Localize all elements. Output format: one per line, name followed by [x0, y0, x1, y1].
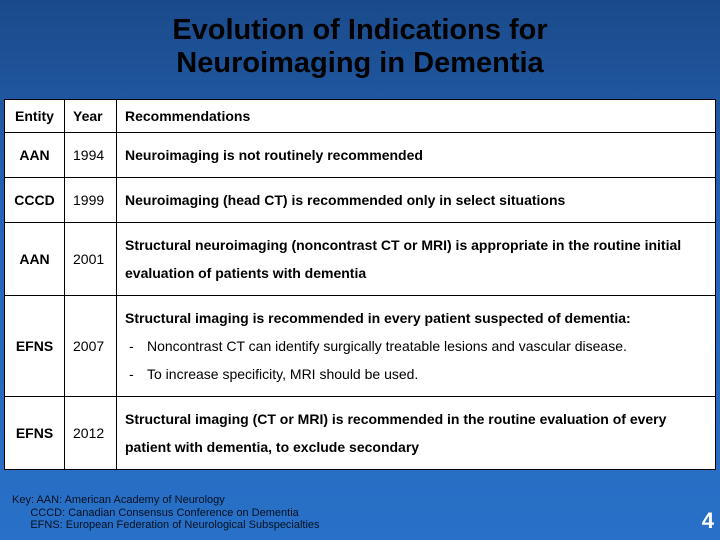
- cell-year: 1994: [65, 132, 117, 177]
- title-line-2: Neuroimaging in Dementia: [40, 47, 680, 80]
- recommendations-table: Entity Year Recommendations AAN1994 Neuro…: [4, 99, 716, 470]
- dash-icon: -: [129, 360, 147, 388]
- slide-title: Evolution of Indications for Neuroimagin…: [0, 0, 720, 99]
- cell-year: 2012: [65, 396, 117, 469]
- table-row: AAN2001Structural neuroimaging (noncontr…: [5, 222, 716, 295]
- page-number: 4: [702, 508, 714, 534]
- dash-icon: -: [129, 332, 147, 360]
- table-row: EFNS2007 Structural imaging is recommende…: [5, 295, 716, 396]
- table-container: Entity Year Recommendations AAN1994 Neuro…: [0, 99, 720, 470]
- table-row: EFNS2012Structural imaging (CT or MRI) i…: [5, 396, 716, 469]
- recommendation-lead: Structural neuroimaging (noncontrast CT …: [125, 231, 707, 287]
- table-header-row: Entity Year Recommendations: [5, 99, 716, 132]
- cell-recommendation: Structural imaging is recommended in eve…: [117, 295, 716, 396]
- th-entity: Entity: [5, 99, 65, 132]
- recommendation-bullet: -To increase specificity, MRI should be …: [129, 360, 707, 388]
- table-row: CCCD1999 Neuroimaging (head CT) is recomm…: [5, 177, 716, 222]
- cell-year: 1999: [65, 177, 117, 222]
- table-body: AAN1994 Neuroimaging is not routinely rec…: [5, 132, 716, 469]
- cell-year: 2007: [65, 295, 117, 396]
- bullet-text: Noncontrast CT can identify surgically t…: [147, 332, 707, 360]
- th-year: Year: [65, 99, 117, 132]
- recommendation-lead: Structural imaging is recommended in eve…: [125, 304, 707, 332]
- footer-line-2: CCCD: Canadian Consensus Conference on D…: [12, 507, 320, 520]
- recommendation-lead: Neuroimaging is not routinely recommende…: [125, 141, 707, 169]
- cell-year: 2001: [65, 222, 117, 295]
- footer-key: Key: AAN: American Academy of Neurology …: [12, 494, 320, 532]
- cell-entity: AAN: [5, 222, 65, 295]
- cell-entity: EFNS: [5, 396, 65, 469]
- th-recommendations: Recommendations: [117, 99, 716, 132]
- cell-recommendation: Neuroimaging is not routinely recommende…: [117, 132, 716, 177]
- cell-recommendation: Structural imaging (CT or MRI) is recomm…: [117, 396, 716, 469]
- cell-entity: CCCD: [5, 177, 65, 222]
- bullet-text: To increase specificity, MRI should be u…: [147, 360, 707, 388]
- title-line-1: Evolution of Indications for: [40, 14, 680, 47]
- cell-entity: EFNS: [5, 295, 65, 396]
- recommendation-lead: Neuroimaging (head CT) is recommended on…: [125, 186, 707, 214]
- footer-line-1: Key: AAN: American Academy of Neurology: [12, 494, 320, 507]
- cell-recommendation: Neuroimaging (head CT) is recommended on…: [117, 177, 716, 222]
- table-row: AAN1994 Neuroimaging is not routinely rec…: [5, 132, 716, 177]
- cell-recommendation: Structural neuroimaging (noncontrast CT …: [117, 222, 716, 295]
- recommendation-bullets: -Noncontrast CT can identify surgically …: [129, 332, 707, 388]
- footer-line-3: EFNS: European Federation of Neurologica…: [12, 519, 320, 532]
- recommendation-bullet: -Noncontrast CT can identify surgically …: [129, 332, 707, 360]
- recommendation-lead: Structural imaging (CT or MRI) is recomm…: [125, 405, 707, 461]
- cell-entity: AAN: [5, 132, 65, 177]
